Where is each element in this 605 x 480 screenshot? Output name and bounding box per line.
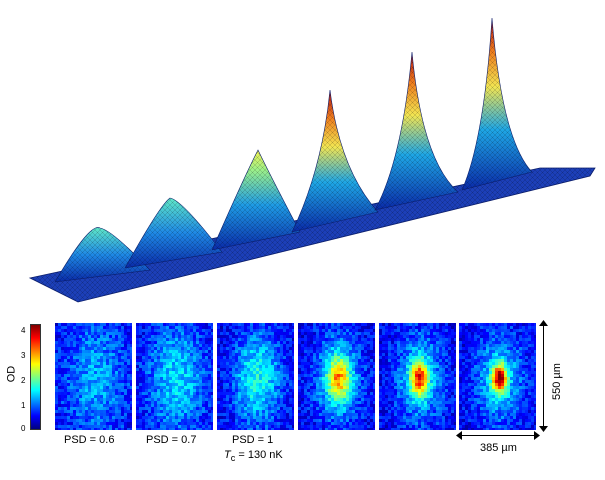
colorbar-label: OD	[5, 365, 18, 383]
absorption-image	[136, 323, 213, 430]
height-dimension-line	[543, 323, 544, 430]
peak-5	[374, 51, 459, 211]
image-panel-1	[55, 323, 132, 430]
colorbar-tick: 0	[21, 424, 26, 433]
psd-label: PSD = 0.6	[64, 434, 115, 446]
image-panel-5	[379, 323, 456, 430]
peak-2	[124, 197, 223, 269]
colorbar	[30, 324, 41, 430]
height-dimension-label: 550 µm	[551, 363, 563, 400]
psd-label: PSD = 0.7	[146, 434, 197, 446]
absorption-image	[459, 323, 536, 430]
absorption-image	[298, 323, 375, 430]
image-panel-6	[459, 323, 536, 430]
arrow-up-icon	[539, 320, 548, 326]
arrow-right-icon	[534, 431, 540, 440]
colorbar-tick: 2	[21, 376, 26, 385]
image-panel-4	[298, 323, 375, 430]
psd-label: PSD = 1	[232, 434, 274, 446]
colorbar-tick: 1	[21, 401, 26, 410]
absorption-image	[379, 323, 456, 430]
absorption-image	[217, 323, 294, 430]
peak-4	[291, 89, 379, 233]
image-panel-3	[217, 323, 294, 430]
absorption-image	[55, 323, 132, 430]
arrow-down-icon	[539, 426, 548, 432]
arrow-left-icon	[456, 431, 462, 440]
peak-3	[211, 149, 301, 251]
peak-6	[461, 17, 533, 191]
width-dimension-label: 385 µm	[480, 442, 517, 454]
surface-plot-3d	[28, 17, 596, 303]
width-dimension-line	[459, 435, 537, 436]
colorbar-tick: 3	[21, 351, 26, 360]
critical-temperature-label: Tc = 130 nK	[224, 449, 283, 464]
image-panel-2	[136, 323, 213, 430]
colorbar-tick: 4	[21, 326, 26, 335]
